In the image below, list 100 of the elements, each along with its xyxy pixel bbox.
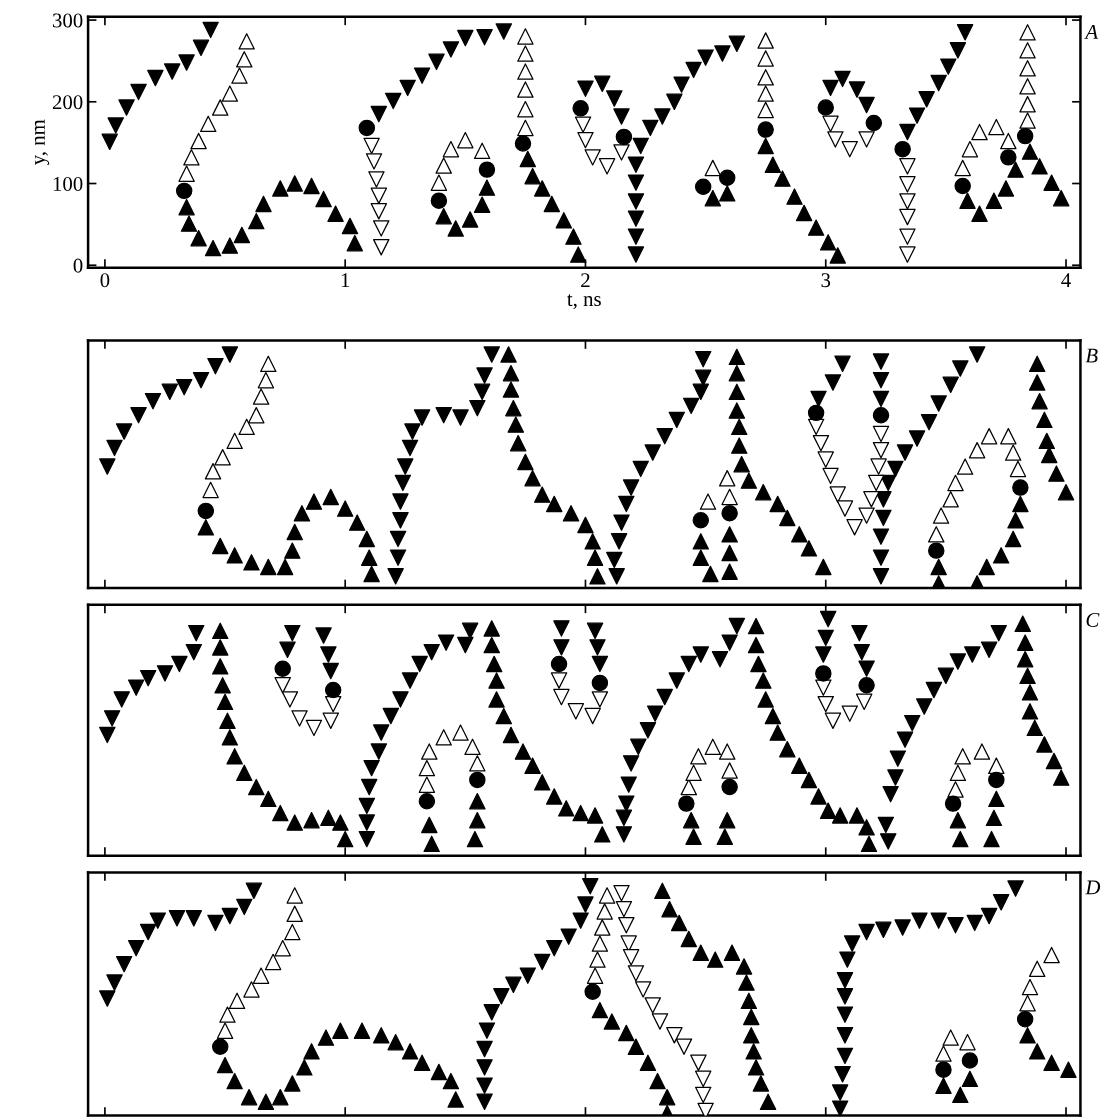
- point: [284, 923, 301, 941]
- point: [807, 404, 825, 422]
- point: [694, 369, 712, 387]
- point: [834, 1066, 851, 1083]
- point: [476, 367, 493, 384]
- point: [694, 1070, 712, 1088]
- point: [413, 67, 431, 84]
- point: [413, 409, 431, 426]
- point: [582, 878, 599, 895]
- point: [533, 953, 551, 971]
- x-tick-label: 3: [821, 273, 831, 288]
- point: [627, 246, 645, 263]
- point: [699, 493, 717, 510]
- point: [598, 158, 616, 175]
- point: [971, 123, 988, 141]
- point: [286, 905, 303, 922]
- point: [442, 140, 460, 158]
- point: [930, 912, 947, 929]
- point: [666, 1027, 683, 1044]
- point: [346, 234, 364, 252]
- point: [221, 237, 239, 254]
- point: [1019, 112, 1036, 129]
- point: [399, 79, 416, 97]
- point: [175, 378, 193, 396]
- point: [107, 117, 124, 134]
- point: [447, 220, 464, 237]
- point: [858, 923, 875, 941]
- point: [99, 990, 116, 1007]
- point: [949, 42, 967, 59]
- point: [815, 679, 832, 696]
- point: [841, 140, 859, 158]
- point: [240, 1088, 258, 1106]
- point: [168, 910, 186, 927]
- point: [728, 35, 746, 52]
- point: [248, 212, 265, 230]
- point: [836, 500, 854, 517]
- point: [387, 1033, 404, 1051]
- point: [238, 33, 255, 50]
- point: [212, 1038, 229, 1055]
- point: [372, 220, 390, 237]
- point: [115, 955, 133, 973]
- point: [872, 425, 890, 443]
- text: B: [1085, 348, 1098, 363]
- point: [368, 171, 385, 188]
- point: [286, 887, 303, 904]
- point: [207, 357, 224, 375]
- point: [392, 493, 409, 510]
- point: [430, 1063, 448, 1081]
- point: [618, 495, 635, 513]
- point: [517, 119, 534, 137]
- point: [1043, 174, 1060, 191]
- point: [473, 142, 491, 160]
- point: [714, 45, 731, 62]
- point: [233, 226, 251, 244]
- point: [764, 156, 782, 173]
- point: [281, 691, 299, 708]
- point: [591, 674, 609, 692]
- point: [461, 211, 479, 228]
- point: [610, 533, 628, 550]
- point: [303, 177, 320, 195]
- point: [810, 390, 827, 408]
- point: [740, 992, 758, 1010]
- point: [147, 69, 164, 87]
- point: [178, 54, 195, 71]
- point: [632, 460, 649, 478]
- point: [675, 1038, 693, 1055]
- point: [1019, 42, 1036, 59]
- point: [226, 1072, 243, 1090]
- point: [896, 444, 914, 461]
- point: [517, 28, 534, 45]
- point: [394, 474, 412, 492]
- point: [968, 346, 986, 363]
- point: [442, 1072, 460, 1090]
- point: [591, 691, 609, 708]
- point: [435, 207, 452, 225]
- point: [584, 149, 601, 166]
- point: [161, 383, 179, 401]
- point: [759, 1093, 777, 1110]
- point: [183, 149, 200, 166]
- point: [178, 198, 195, 216]
- point: [524, 167, 541, 185]
- point: [622, 479, 640, 496]
- point: [899, 193, 916, 210]
- point: [418, 776, 436, 793]
- point: [118, 99, 135, 116]
- point: [639, 1054, 657, 1072]
- point: [478, 1022, 496, 1039]
- point: [452, 724, 469, 741]
- point: [560, 928, 577, 945]
- point: [476, 1059, 493, 1076]
- point: [178, 165, 195, 182]
- point: [469, 771, 486, 789]
- point: [519, 150, 537, 168]
- point: [872, 390, 890, 408]
- point: [483, 346, 500, 363]
- point: [553, 688, 570, 706]
- point: [690, 1054, 707, 1072]
- point: [341, 217, 359, 235]
- point: [928, 526, 945, 543]
- point: [1021, 143, 1039, 160]
